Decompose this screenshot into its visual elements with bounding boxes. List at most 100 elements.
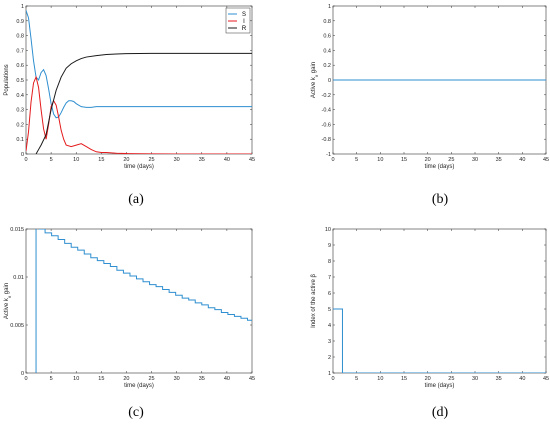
series-group <box>26 10 252 154</box>
y-tick-label: 5 <box>328 307 331 313</box>
series-group <box>333 308 546 373</box>
x-tick-label: 15 <box>98 157 104 163</box>
x-tick-label: 40 <box>519 157 525 163</box>
y-tick-label: 1 <box>328 371 331 377</box>
x-tick-label: 35 <box>199 376 205 382</box>
x-tick-label: 40 <box>224 157 230 163</box>
x-tick-label: 25 <box>148 376 154 382</box>
y-tick-label: 6 <box>328 291 331 297</box>
series-line-I <box>26 75 252 154</box>
y-tick-label: 4 <box>328 323 331 329</box>
x-axis-label: time (days) <box>425 383 455 389</box>
x-tick-label: 5 <box>50 376 53 382</box>
y-tick-label: -0.8 <box>322 137 331 143</box>
x-tick-label: 10 <box>377 376 383 382</box>
y-tick-label: 8 <box>328 259 331 265</box>
chart-panel-1: 0 5 10 15 20 25 30 35 40 45 0 0.1 0.2 0.3 0.4 0.5 0.6 0.7… <box>4 4 255 207</box>
x-tick-label: 5 <box>50 157 53 163</box>
x-tick-label: 15 <box>401 376 407 382</box>
x-tick-label: 45 <box>249 376 255 382</box>
series-line-series-1 <box>333 308 546 373</box>
y-tick-label: 3 <box>328 339 331 345</box>
series-group <box>35 229 252 373</box>
y-axis-label-main: Active k <box>4 297 10 319</box>
y-tick-label: 0.6 <box>323 34 331 40</box>
panel-label: (d) <box>432 405 449 420</box>
y-tick-label: -0.6 <box>322 122 331 128</box>
x-tick-label: 20 <box>425 376 431 382</box>
x-tick-label: 15 <box>401 157 407 163</box>
x-tick-label: 20 <box>425 157 431 163</box>
x-tick-label: 35 <box>496 157 502 163</box>
y-axis-label-subscript: v <box>314 74 319 77</box>
x-axis-label: time (days) <box>425 164 455 170</box>
y-tick-label: 0.2 <box>323 63 331 69</box>
x-tick-label: 5 <box>355 376 358 382</box>
x-tick-label: 35 <box>496 376 502 382</box>
x-tick-label: 0 <box>24 376 27 382</box>
y-axis-label-main: Active k <box>311 76 317 98</box>
y-tick-label: 0.005 <box>10 323 24 329</box>
y-tick-label: 0.6 <box>16 63 24 69</box>
y-tick-label: 0.3 <box>16 108 24 114</box>
y-tick-label: 0 <box>328 78 331 84</box>
y-tick-label: -0.4 <box>322 108 331 114</box>
y-axis-label-tail: gain <box>311 62 317 75</box>
legend-label-S: S <box>242 12 246 18</box>
y-axis-label-main: Index of the active <box>311 279 317 328</box>
y-axis-label: Active kv gain <box>311 62 319 98</box>
x-tick-label: 30 <box>174 157 180 163</box>
x-tick-label: 45 <box>543 157 549 163</box>
y-axis-label-subscript: v <box>7 295 12 298</box>
series-line-R <box>35 52 252 154</box>
y-axis-label-tail: β <box>311 274 317 280</box>
y-axis-label: Index of the active β <box>311 274 317 328</box>
y-tick-label: 0.9 <box>16 19 24 25</box>
y-tick-label: 0.015 <box>10 227 24 233</box>
panel-label: (b) <box>432 192 449 207</box>
y-tick-label: 2 <box>328 355 331 361</box>
y-tick-label: 0 <box>21 371 24 377</box>
x-tick-label: 30 <box>472 157 478 163</box>
x-tick-label: 30 <box>174 376 180 382</box>
x-tick-label: 45 <box>543 376 549 382</box>
x-tick-label: 25 <box>448 376 454 382</box>
y-axis-label-tail: gain <box>4 283 10 296</box>
y-tick-label: 0.01 <box>13 275 24 281</box>
x-axis-label: time (days) <box>124 383 154 389</box>
y-tick-label: 0.7 <box>16 48 24 54</box>
x-tick-label: 35 <box>199 157 205 163</box>
y-axis-label: Populations <box>4 64 10 95</box>
x-tick-label: 10 <box>73 376 79 382</box>
legend-label-I: I <box>243 19 245 25</box>
x-tick-label: 20 <box>123 376 129 382</box>
x-tick-label: 20 <box>123 157 129 163</box>
x-tick-label: 25 <box>148 157 154 163</box>
y-tick-label: 0.4 <box>16 93 24 99</box>
y-tick-label: 1 <box>21 4 24 10</box>
x-tick-label: 0 <box>24 157 27 163</box>
y-tick-label: 0.8 <box>323 19 331 25</box>
plot-area <box>25 228 253 374</box>
plot-area <box>25 5 253 155</box>
y-tick-label: 7 <box>328 275 331 281</box>
y-tick-label: 0.8 <box>16 34 24 40</box>
y-tick-label: 0.5 <box>16 78 24 84</box>
y-tick-label: 0.4 <box>323 48 331 54</box>
chart-panel-2: 0 5 10 15 20 25 30 35 40 45 -1 -0.8 -0.6 -0.4 -0.2 0 0.2… <box>311 4 549 207</box>
x-tick-label: 30 <box>472 376 478 382</box>
x-tick-label: 5 <box>355 157 358 163</box>
x-axis-label: time (days) <box>124 164 154 170</box>
x-tick-label: 0 <box>331 157 334 163</box>
y-tick-label: 0.2 <box>16 122 24 128</box>
legend-label-R: R <box>242 26 247 32</box>
x-tick-label: 40 <box>224 376 230 382</box>
x-tick-label: 10 <box>73 157 79 163</box>
series-line-S <box>26 10 252 119</box>
y-tick-label: 1 <box>328 4 331 10</box>
plot-area <box>332 228 547 374</box>
x-tick-label: 25 <box>448 157 454 163</box>
panel-label: (a) <box>128 192 144 207</box>
